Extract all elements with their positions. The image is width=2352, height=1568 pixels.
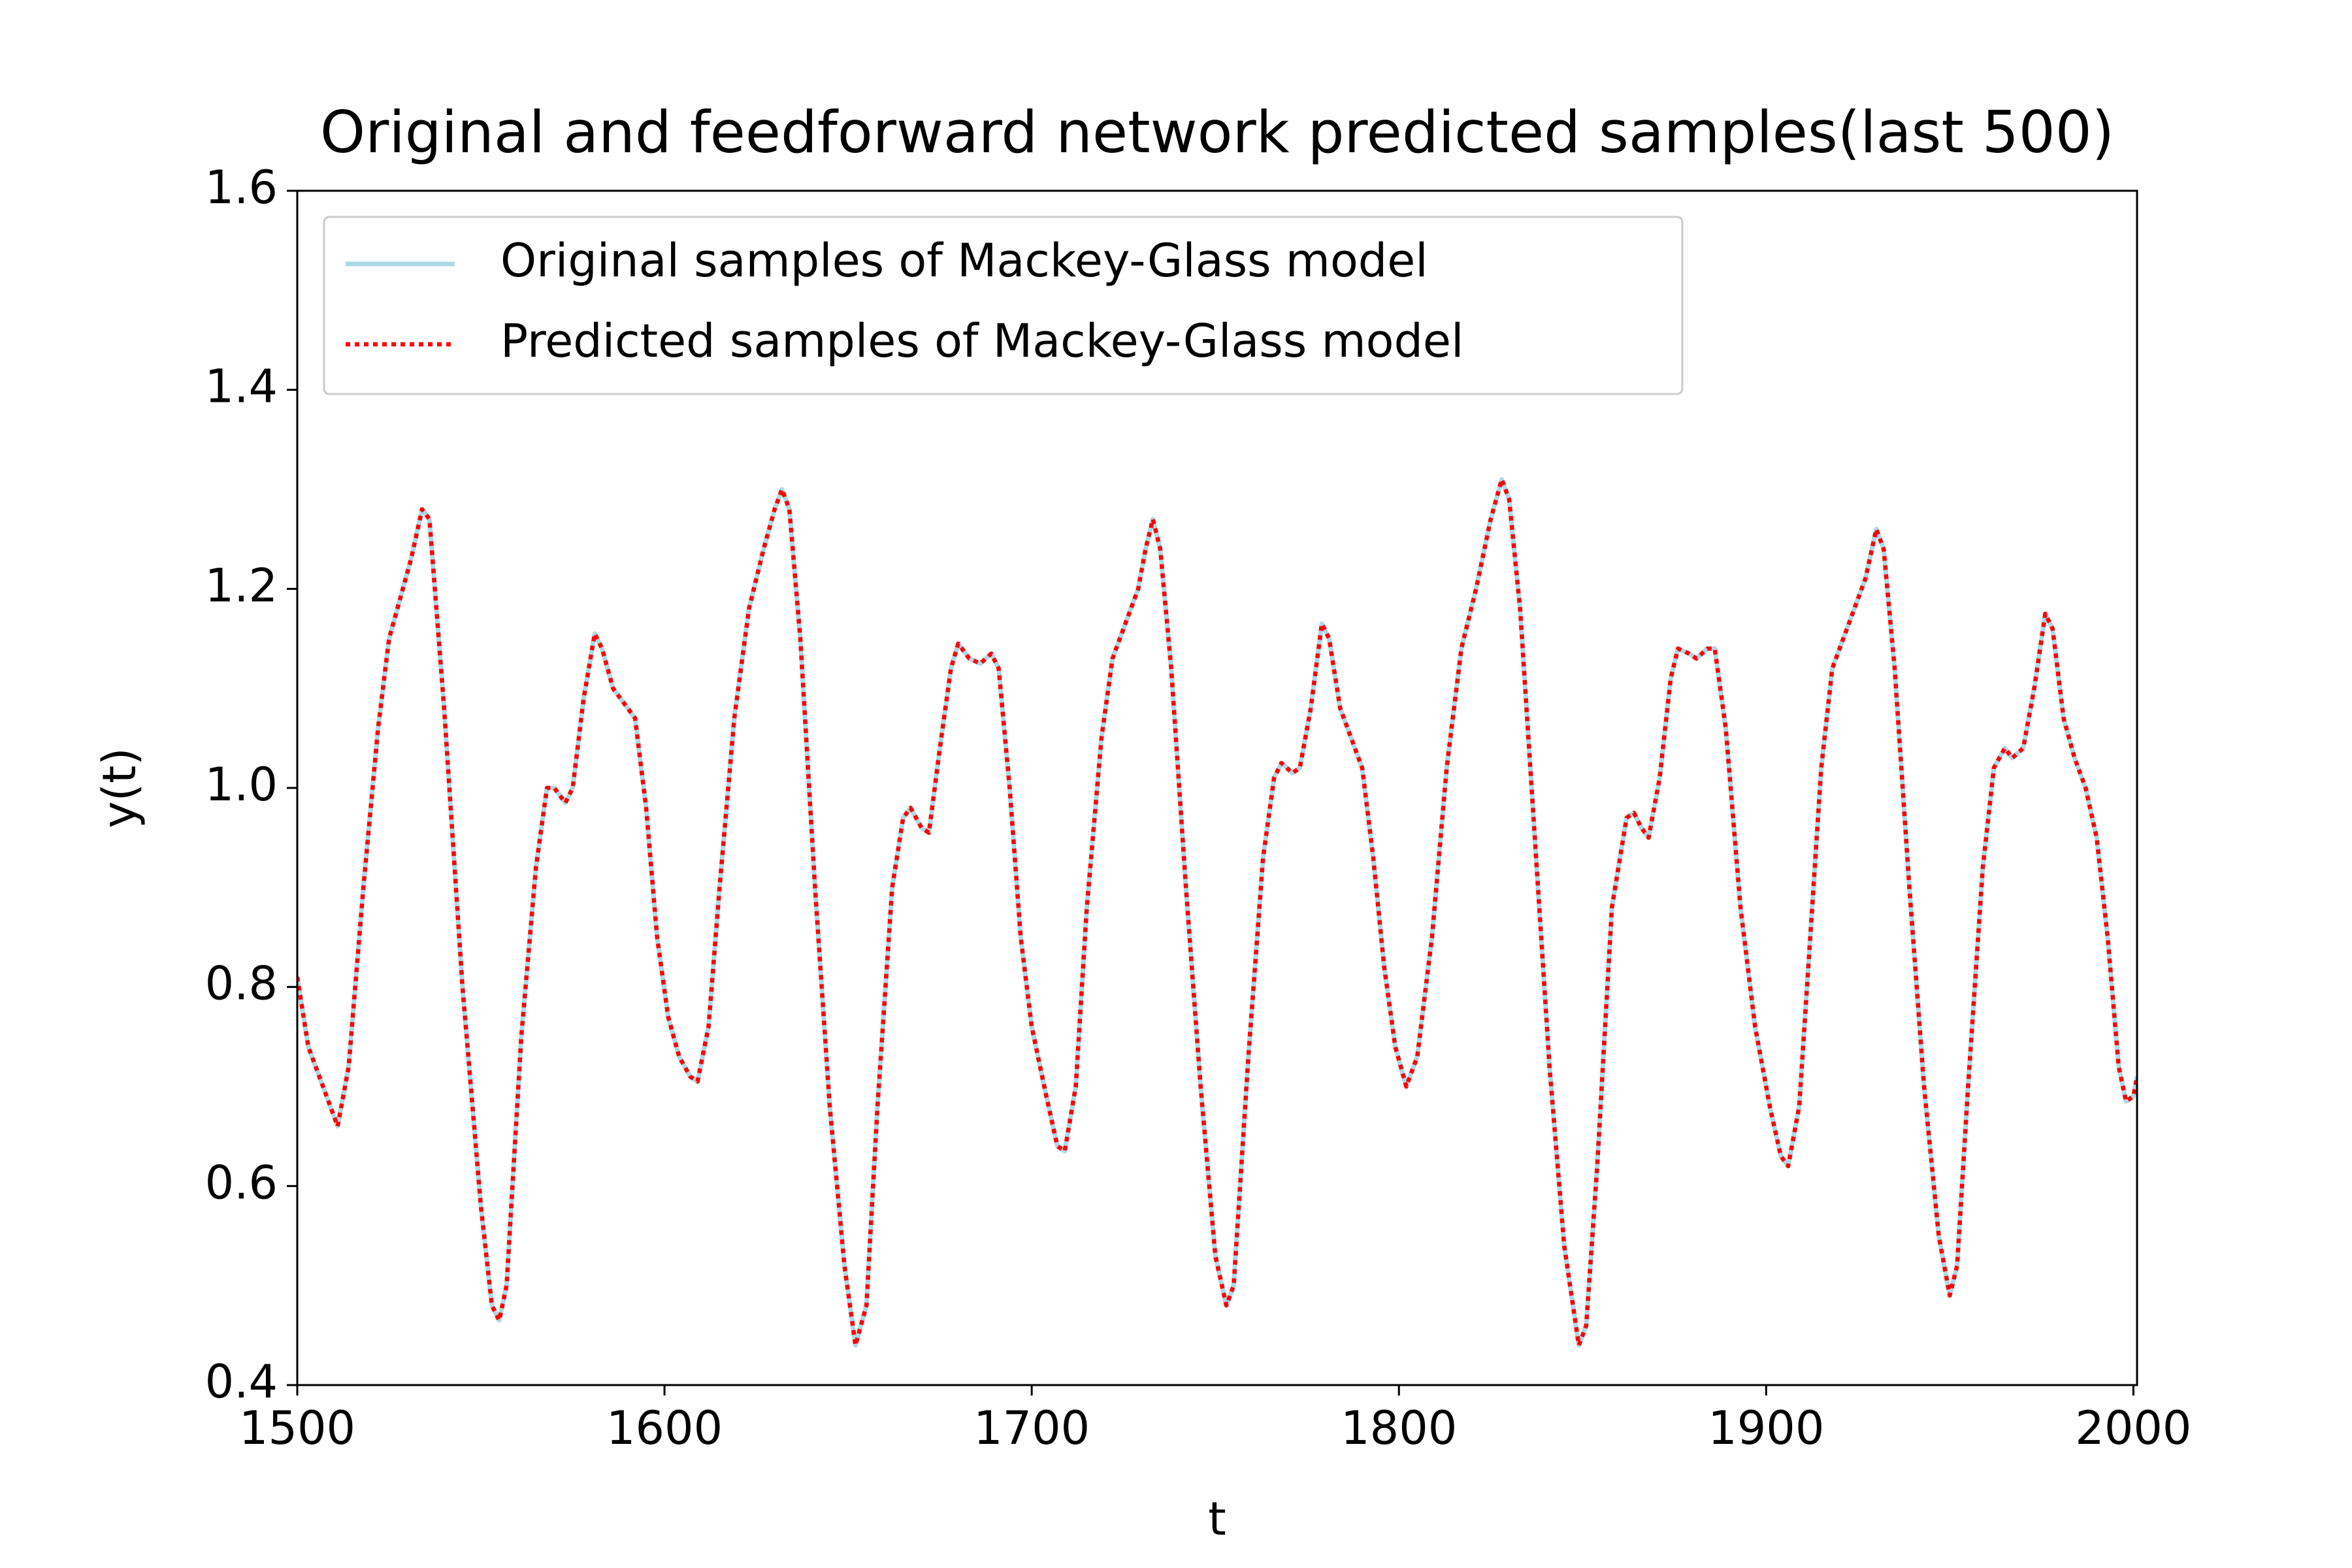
y-tick-label: 1.0 bbox=[205, 758, 278, 811]
y-tick-label: 0.6 bbox=[205, 1156, 278, 1209]
x-tick-label: 1800 bbox=[1341, 1401, 1457, 1455]
x-tick-label: 1900 bbox=[1708, 1401, 1824, 1455]
axes-frame bbox=[296, 189, 2138, 1386]
x-tick-label: 1500 bbox=[239, 1401, 355, 1455]
y-tick-label: 1.4 bbox=[205, 360, 278, 414]
x-tick-label: 1600 bbox=[606, 1401, 723, 1455]
legend: Original samples of Mackey-Glass model Pr… bbox=[323, 216, 1684, 395]
x-tick-label: 1700 bbox=[973, 1401, 1090, 1455]
x-axis-label: t bbox=[1208, 1492, 1226, 1546]
y-tick-label: 1.2 bbox=[205, 559, 278, 612]
legend-label: Original samples of Mackey-Glass model bbox=[500, 234, 1428, 287]
x-tick-label: 2000 bbox=[2075, 1401, 2191, 1455]
y-tick-label: 1.6 bbox=[205, 161, 278, 214]
chart-title: Original and feedforward network predict… bbox=[320, 99, 2114, 166]
y-axis-label: y(t) bbox=[93, 747, 146, 828]
legend-box bbox=[323, 216, 1684, 395]
legend-label: Predicted samples of Mackey-Glass model bbox=[500, 314, 1463, 368]
series-line bbox=[297, 477, 2137, 1348]
y-tick-label: 0.8 bbox=[205, 957, 278, 1011]
y-tick-label: 0.4 bbox=[205, 1355, 278, 1409]
